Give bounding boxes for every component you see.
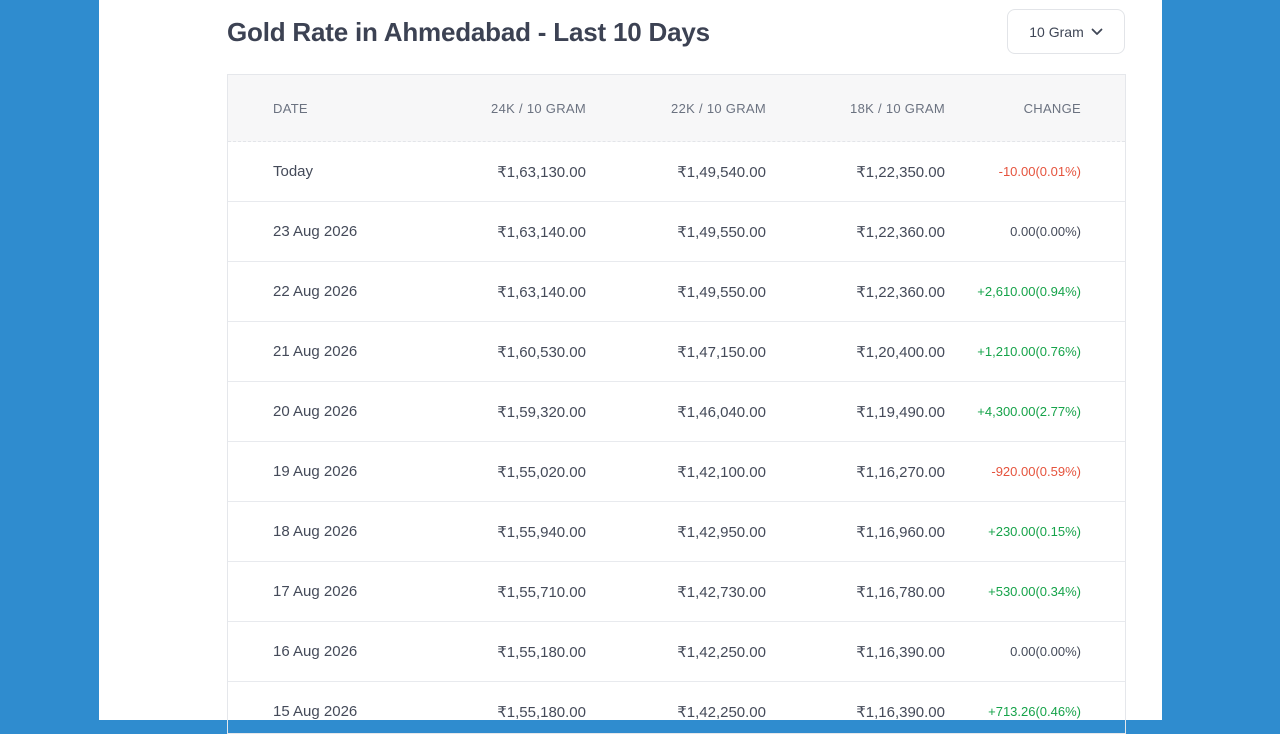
row-change: +530.00(0.34%) (988, 584, 1081, 599)
header-date: DATE (273, 100, 308, 116)
row-22k-price: ₹1,42,250.00 (677, 643, 766, 661)
gold-rate-table: DATE 24K / 10 GRAM 22K / 10 GRAM 18K / 1… (227, 74, 1126, 734)
row-22k-price: ₹1,42,100.00 (677, 463, 766, 481)
row-date: 21 Aug 2026 (273, 343, 358, 360)
row-24k-price: ₹1,60,530.00 (497, 343, 586, 361)
content-panel: Gold Rate in Ahmedabad - Last 10 Days 10… (99, 0, 1162, 734)
row-18k-price: ₹1,22,360.00 (856, 223, 945, 241)
row-22k-price: ₹1,49,550.00 (677, 223, 766, 241)
header-18k: 18K / 10 GRAM (850, 100, 945, 116)
row-18k-price: ₹1,22,350.00 (856, 163, 945, 181)
row-22k-price: ₹1,49,550.00 (677, 283, 766, 301)
row-18k-price: ₹1,16,390.00 (856, 703, 945, 721)
row-date: 20 Aug 2026 (273, 403, 358, 420)
row-18k-price: ₹1,22,360.00 (856, 283, 945, 301)
unit-dropdown-value: 10 Gram (1029, 23, 1084, 40)
row-date: 23 Aug 2026 (273, 223, 358, 240)
row-24k-price: ₹1,63,140.00 (497, 283, 586, 301)
row-change: 0.00(0.00%) (1010, 224, 1081, 239)
table-row: Today ₹1,63,130.00 ₹1,49,540.00 ₹1,22,350.0… (228, 142, 1125, 202)
row-date: 17 Aug 2026 (273, 583, 358, 600)
row-22k-price: ₹1,42,730.00 (677, 583, 766, 601)
row-change: -10.00(0.01%) (998, 164, 1081, 179)
row-24k-price: ₹1,55,940.00 (497, 523, 586, 541)
table-row: 22 Aug 2026 ₹1,63,140.00 ₹1,49,550.00 ₹1,22… (228, 262, 1125, 322)
row-18k-price: ₹1,16,270.00 (856, 463, 945, 481)
table-row: 20 Aug 2026 ₹1,59,320.00 ₹1,46,040.00 ₹1,19… (228, 382, 1125, 442)
table-row: 16 Aug 2026 ₹1,55,180.00 ₹1,42,250.00 ₹1,16… (228, 622, 1125, 682)
row-18k-price: ₹1,16,780.00 (856, 583, 945, 601)
header-24k: 24K / 10 GRAM (491, 100, 586, 116)
table-body: Today ₹1,63,130.00 ₹1,49,540.00 ₹1,22,350.0… (228, 142, 1125, 733)
table-row: 15 Aug 2026 ₹1,55,180.00 ₹1,42,250.00 ₹1,16… (228, 682, 1125, 733)
header-change: CHANGE (1023, 100, 1081, 116)
table-row: 21 Aug 2026 ₹1,60,530.00 ₹1,47,150.00 ₹1,20… (228, 322, 1125, 382)
row-change: 0.00(0.00%) (1010, 644, 1081, 659)
page-title: Gold Rate in Ahmedabad - Last 10 Days (227, 17, 710, 47)
row-24k-price: ₹1,55,180.00 (497, 703, 586, 721)
row-22k-price: ₹1,42,950.00 (677, 523, 766, 541)
row-18k-price: ₹1,16,960.00 (856, 523, 945, 541)
chevron-down-icon (1091, 28, 1103, 36)
row-24k-price: ₹1,55,020.00 (497, 463, 586, 481)
table-row: 23 Aug 2026 ₹1,63,140.00 ₹1,49,550.00 ₹1,22… (228, 202, 1125, 262)
row-date: Today (273, 163, 314, 180)
row-date: 15 Aug 2026 (273, 703, 358, 720)
row-24k-price: ₹1,55,710.00 (497, 583, 586, 601)
table-row: 17 Aug 2026 ₹1,55,710.00 ₹1,42,730.00 ₹1,16… (228, 562, 1125, 622)
table-row: 18 Aug 2026 ₹1,55,940.00 ₹1,42,950.00 ₹1,16… (228, 502, 1125, 562)
row-change: +230.00(0.15%) (988, 524, 1081, 539)
row-date: 18 Aug 2026 (273, 523, 358, 540)
row-change: +1,210.00(0.76%) (977, 344, 1081, 359)
row-22k-price: ₹1,49,540.00 (677, 163, 766, 181)
row-24k-price: ₹1,63,130.00 (497, 163, 586, 181)
row-date: 16 Aug 2026 (273, 643, 358, 660)
header-22k: 22K / 10 GRAM (671, 100, 766, 116)
table-row: 19 Aug 2026 ₹1,55,020.00 ₹1,42,100.00 ₹1,16… (228, 442, 1125, 502)
row-18k-price: ₹1,19,490.00 (856, 403, 945, 421)
row-18k-price: ₹1,20,400.00 (856, 343, 945, 361)
row-date: 19 Aug 2026 (273, 463, 358, 480)
table-header: DATE 24K / 10 GRAM 22K / 10 GRAM 18K / 1… (228, 75, 1125, 142)
row-change: -920.00(0.59%) (991, 464, 1081, 479)
row-22k-price: ₹1,47,150.00 (677, 343, 766, 361)
row-22k-price: ₹1,42,250.00 (677, 703, 766, 721)
row-change: +4,300.00(2.77%) (977, 404, 1081, 419)
row-date: 22 Aug 2026 (273, 283, 358, 300)
row-18k-price: ₹1,16,390.00 (856, 643, 945, 661)
row-24k-price: ₹1,63,140.00 (497, 223, 586, 241)
row-change: +2,610.00(0.94%) (977, 284, 1081, 299)
row-24k-price: ₹1,59,320.00 (497, 403, 586, 421)
row-22k-price: ₹1,46,040.00 (677, 403, 766, 421)
row-24k-price: ₹1,55,180.00 (497, 643, 586, 661)
row-change: +713.26(0.46%) (988, 704, 1081, 719)
unit-dropdown[interactable]: 10 Gram (1007, 9, 1125, 54)
